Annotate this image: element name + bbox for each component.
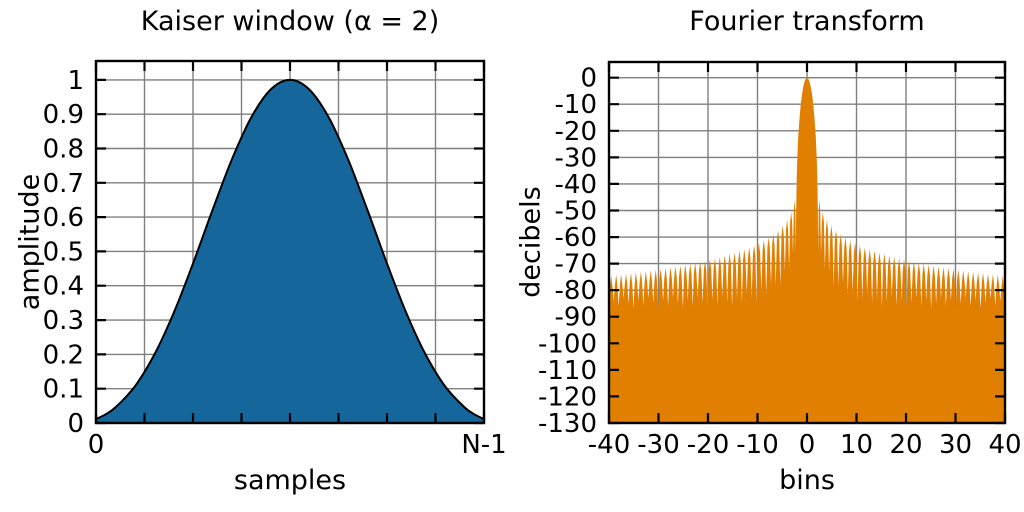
left-chart-ylabel: amplitude [14, 173, 46, 311]
x-tick-label: 20 [889, 430, 922, 460]
y-tick-label: -70 [555, 250, 597, 280]
x-tick-label: 30 [939, 430, 972, 460]
x-tick-label: -10 [736, 430, 778, 460]
x-tick-label: 0 [799, 430, 816, 460]
x-tick-label: -30 [637, 430, 679, 460]
x-tick-label: 0 [88, 430, 105, 460]
y-tick-label: -80 [555, 276, 597, 306]
y-tick-label: -90 [555, 303, 597, 333]
y-tick-label: 0.1 [43, 375, 84, 405]
y-tick-label: -120 [538, 382, 597, 412]
right-chart-xlabel: bins [779, 465, 835, 496]
kaiser-window-chart: 00.10.20.30.40.50.60.70.80.910 N-1 [43, 59, 507, 460]
fourier-transform-area [609, 77, 1005, 423]
y-tick-label: 0.5 [43, 237, 84, 267]
y-tick-label: -40 [555, 170, 597, 200]
x-tick-label: 10 [840, 430, 873, 460]
y-tick-label: 0.3 [43, 306, 84, 336]
fourier-transform-chart: 0-10-20-30-40-50-60-70-80-90-100-110-120… [538, 60, 1022, 460]
y-tick-label: 0.8 [43, 135, 84, 165]
plot-frame [607, 60, 1007, 425]
x-tick-label: -20 [687, 430, 729, 460]
kaiser-window-curve [96, 78, 484, 420]
y-tick-label: -30 [555, 143, 597, 173]
kaiser-window-area [96, 79, 484, 423]
y-tick-label: 0.6 [43, 203, 84, 233]
left-chart-title: Kaiser window (α = 2) [140, 6, 440, 37]
y-tick-label: -110 [538, 356, 597, 386]
y-tick-label: 1 [67, 66, 84, 96]
x-tick-label: -40 [588, 430, 630, 460]
y-tick-label: -130 [538, 409, 597, 439]
plot-frame [94, 59, 486, 425]
y-tick-label: 0.9 [43, 100, 84, 130]
y-tick-label: -10 [555, 90, 597, 120]
x-tick-label: N-1 [461, 430, 506, 460]
y-tick-label: 0.2 [43, 340, 84, 370]
y-tick-label: 0.7 [43, 169, 84, 199]
y-tick-label: -60 [555, 223, 597, 253]
y-tick-label: -100 [538, 329, 597, 359]
right-chart-title: Fourier transform [689, 6, 925, 37]
y-tick-label: -20 [555, 117, 597, 147]
y-tick-label: -50 [555, 197, 597, 227]
y-tick-label: 0.4 [43, 272, 84, 302]
y-tick-label: 0 [580, 64, 597, 94]
right-chart-ylabel: decibels [515, 186, 547, 298]
left-chart-xlabel: samples [233, 465, 347, 496]
y-tick-label: 0 [67, 409, 84, 439]
x-tick-label: 40 [988, 430, 1021, 460]
